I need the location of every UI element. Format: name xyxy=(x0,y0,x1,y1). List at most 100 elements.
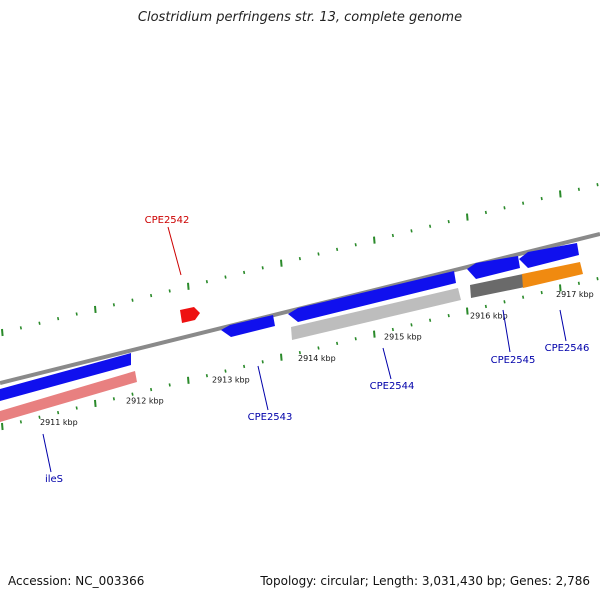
outer-tick-mark xyxy=(410,229,413,233)
inner-tick-mark xyxy=(94,399,97,407)
outer-tick-mark xyxy=(187,282,190,290)
inner-tick-mark xyxy=(522,295,525,299)
inner-tick-mark xyxy=(447,313,450,318)
gene-CPE2545-cds[interactable] xyxy=(467,256,520,279)
inner-tick-mark xyxy=(559,284,562,292)
feature-track xyxy=(0,243,583,422)
inner-tick-mark xyxy=(261,360,264,364)
outer-tick-mark xyxy=(280,259,283,267)
outer-tick-mark xyxy=(391,233,394,238)
gene-CPE2544-cds[interactable] xyxy=(288,271,456,322)
tick-label: 2911 kbp xyxy=(40,418,78,427)
inner-tick-mark xyxy=(205,374,208,378)
inner-tick-mark xyxy=(57,410,60,415)
gene-label-group: ileS CPE2542 CPE2543 CPE2544 CPE2545 CPE… xyxy=(42,215,590,485)
inner-tick-mark xyxy=(280,353,283,361)
inner-tick-mark xyxy=(19,420,22,424)
inner-tick-mark xyxy=(466,307,469,315)
outer-tick-mark xyxy=(429,224,432,228)
inner-tick-mark xyxy=(354,337,357,341)
inner-tick-mark xyxy=(503,300,506,304)
tick-label: 2916 kbp xyxy=(470,311,508,320)
outer-tick-mark xyxy=(75,312,78,316)
gene-CPE2543-cds[interactable] xyxy=(221,315,275,337)
inner-tick-mark xyxy=(577,281,580,285)
outer-tick-mark xyxy=(354,243,357,247)
tick-label-group: 2911 kbp 2912 kbp 2913 kbp 2914 kbp 2915 kbp… xyxy=(40,290,594,427)
gene-CPE2544-feature[interactable] xyxy=(291,288,461,340)
gene-CPE2545-feature[interactable] xyxy=(470,274,525,298)
outer-tick-mark xyxy=(596,183,599,187)
outer-tick-mark xyxy=(261,266,264,270)
inner-tick-mark xyxy=(1,422,4,431)
inner-tick-mark xyxy=(298,350,301,355)
inner-tick-mark xyxy=(336,341,339,346)
inner-tick-mark xyxy=(38,415,41,419)
gene-CPE2546-cds[interactable] xyxy=(519,243,579,268)
CPE2544-leader-line xyxy=(382,347,392,380)
tick-label: 2917 kbp xyxy=(556,290,594,299)
gene-CPE2546-feature[interactable] xyxy=(522,262,583,288)
tick-label: 2913 kbp xyxy=(212,375,250,384)
tick-label: 2912 kbp xyxy=(126,397,164,406)
inner-tick-mark xyxy=(150,387,153,392)
tick-label: 2914 kbp xyxy=(298,354,336,363)
outer-tick-mark xyxy=(298,256,301,261)
outer-tick-mark xyxy=(38,321,41,325)
inner-tick-mark xyxy=(243,364,246,369)
inner-tick-track xyxy=(1,277,599,431)
outer-tick-mark xyxy=(1,328,4,337)
ileS-leader-line xyxy=(42,433,52,473)
outer-tick-mark xyxy=(243,270,246,275)
outer-tick-mark xyxy=(112,303,115,307)
genome-summary: Topology: circular; Length: 3,031,430 bp… xyxy=(260,574,590,588)
inner-tick-mark xyxy=(131,392,134,396)
outer-tick-mark xyxy=(559,190,562,198)
outer-tick-mark xyxy=(577,187,580,191)
outer-tick-mark xyxy=(19,326,22,330)
outer-tick-mark xyxy=(503,206,506,210)
gene-label-CPE2543[interactable]: CPE2543 xyxy=(248,412,293,423)
outer-tick-mark xyxy=(131,298,134,302)
outer-tick-mark xyxy=(94,305,97,313)
outer-tick-mark xyxy=(317,252,320,256)
outer-tick-mark xyxy=(57,316,60,321)
gene-label-ileS[interactable]: ileS xyxy=(45,474,63,485)
CPE2545-leader-line xyxy=(502,309,511,353)
inner-tick-mark xyxy=(75,406,78,410)
inner-tick-mark xyxy=(596,277,599,281)
CPE2542-leader-line xyxy=(167,226,182,276)
outer-tick-mark xyxy=(150,293,153,298)
inner-tick-mark xyxy=(373,330,376,338)
gene-label-CPE2545[interactable]: CPE2545 xyxy=(491,355,536,366)
gene-label-CPE2542[interactable]: CPE2542 xyxy=(145,215,190,226)
outer-tick-mark xyxy=(447,219,450,224)
inner-tick-mark xyxy=(112,397,115,401)
inner-tick-mark xyxy=(168,383,171,387)
inner-tick-mark xyxy=(187,376,190,384)
tick-label: 2915 kbp xyxy=(384,333,422,342)
outer-tick-mark xyxy=(540,196,543,201)
inner-tick-mark xyxy=(410,323,413,327)
inner-tick-mark xyxy=(391,327,394,332)
outer-tick-mark xyxy=(373,236,376,244)
gene-ileS-cds[interactable] xyxy=(0,353,131,401)
outer-tick-mark xyxy=(205,280,208,284)
gene-ileS-feature[interactable] xyxy=(0,371,137,422)
map-title: Clostridium perfringens str. 13, complet… xyxy=(137,10,463,25)
inner-tick-mark xyxy=(317,346,320,350)
outer-tick-mark xyxy=(466,213,469,221)
inner-tick-mark xyxy=(540,290,543,295)
CPE2546-leader-line xyxy=(559,309,567,342)
gene-label-CPE2546[interactable]: CPE2546 xyxy=(545,343,590,354)
inner-tick-mark xyxy=(429,318,432,322)
CPE2543-leader-line xyxy=(257,365,269,411)
outer-tick-mark xyxy=(484,210,487,215)
gene-label-CPE2544[interactable]: CPE2544 xyxy=(370,381,415,392)
gene-CPE2542-cds[interactable] xyxy=(180,307,200,323)
outer-tick-track xyxy=(1,183,599,337)
outer-tick-mark xyxy=(224,275,227,279)
inner-tick-mark xyxy=(484,304,487,309)
inner-tick-mark xyxy=(224,369,227,373)
